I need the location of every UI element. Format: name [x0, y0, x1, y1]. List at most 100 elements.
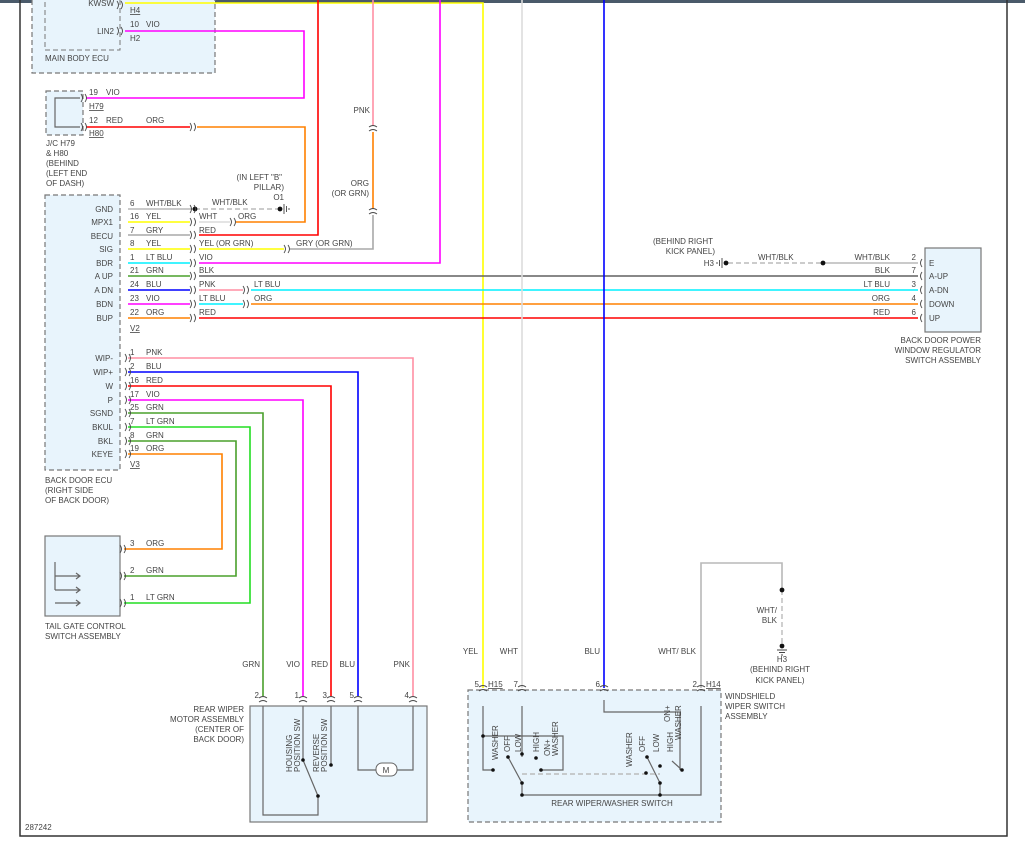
- wire-color: GRN: [242, 660, 260, 669]
- pin-number: 21: [130, 266, 139, 275]
- switch-position: WASHER: [674, 705, 683, 740]
- contact-dot: [506, 755, 510, 759]
- switch-position: HIGH: [666, 732, 675, 752]
- wire-color: PNK: [394, 660, 411, 669]
- connector-icon: [189, 299, 196, 309]
- pin-number: 7: [912, 266, 917, 275]
- connector-icon: [408, 696, 418, 703]
- connector-id: V2: [130, 324, 140, 333]
- switch-label: REVERSE: [312, 734, 321, 772]
- pin-number: 17: [130, 390, 139, 399]
- component-name: SWITCH ASSEMBLY: [45, 632, 122, 641]
- internal-line: [603, 700, 681, 770]
- component-name: BACK DOOR POWER: [901, 336, 982, 345]
- contact-dot: [520, 781, 524, 785]
- connector-icon: [920, 271, 923, 281]
- ground-location: PILLAR): [254, 183, 285, 192]
- switch-position: WASHER: [551, 721, 560, 756]
- pin-name: SGND: [90, 409, 113, 418]
- label: 12: [89, 116, 98, 125]
- connector-icon: [119, 544, 126, 554]
- contact-arrow-icon: [75, 572, 81, 580]
- connector-icon: [116, 26, 123, 36]
- wire-color: VIO: [286, 660, 300, 669]
- pin-number: 5: [475, 680, 480, 689]
- wire-color: GRN: [146, 566, 164, 575]
- switch-position: OFF: [638, 736, 647, 752]
- contact-dot: [534, 756, 538, 760]
- contact-arrow-icon: [75, 586, 81, 594]
- ground-id: O1: [273, 193, 284, 202]
- pin-number: 6: [596, 680, 601, 689]
- top-bar: [0, 0, 1025, 3]
- component-name: WIPER SWITCH: [725, 702, 785, 711]
- connector-icon: [920, 299, 923, 309]
- component-name: REAR WIPER: [193, 705, 244, 714]
- pin-name: BKL: [98, 437, 114, 446]
- connector-icon: [283, 244, 290, 254]
- pin-name: BKUL: [92, 423, 113, 432]
- connector-icon: [298, 696, 308, 703]
- pin-number: 6: [912, 308, 917, 317]
- connector-icon: [368, 208, 378, 215]
- pin-number: 19: [130, 444, 139, 453]
- connector-icon: [517, 685, 527, 692]
- pin-name: BECU: [91, 232, 113, 241]
- contact-dot: [316, 794, 320, 798]
- pin-number: 1: [130, 253, 135, 262]
- ground-location: (BEHIND RIGHT: [653, 237, 713, 246]
- ground-icon: [716, 258, 723, 268]
- wire-color: BLK: [199, 266, 215, 275]
- contact-dot: [645, 755, 649, 759]
- switch-arm: [671, 760, 683, 771]
- connector-icon: [920, 313, 923, 323]
- pin-number: 2: [912, 253, 917, 262]
- connector-id: H80: [89, 129, 104, 138]
- wire-vio: [199, 0, 441, 264]
- pin-number: 3: [130, 539, 135, 548]
- connector-icon: [599, 685, 609, 692]
- wire-color: VIO: [106, 88, 120, 97]
- wire-vio: [86, 30, 305, 99]
- connector-icon: [124, 436, 131, 446]
- connector-icon: [696, 685, 706, 692]
- pin-number: 2: [130, 362, 135, 371]
- wire-grn: [128, 412, 264, 696]
- wire-blu: [128, 371, 359, 696]
- internal-line: [482, 736, 493, 771]
- pin-name: DOWN: [929, 300, 955, 309]
- contact-dot: [520, 752, 524, 756]
- connector-id: H4: [130, 6, 141, 15]
- connector-icon: [189, 217, 196, 227]
- wire-red: [128, 385, 332, 696]
- wire-color: ORG: [872, 294, 890, 303]
- back-door-power-window-switch: [924, 247, 982, 333]
- pin-number: 5: [350, 691, 355, 700]
- wire-pnk: [128, 357, 414, 696]
- switch-position: WASHER: [491, 725, 500, 760]
- connector-icon: [119, 598, 126, 608]
- ground-id: H3: [704, 259, 715, 268]
- contact-arrow-icon: [75, 599, 81, 607]
- pin-name: WIP+: [93, 368, 113, 377]
- internal-line: [482, 706, 564, 771]
- pin-number: 16: [130, 212, 139, 221]
- connector-icon: [353, 696, 363, 703]
- wire-color: ORG: [146, 116, 164, 125]
- pin-number: 23: [130, 294, 139, 303]
- wire-color: YEL: [463, 647, 479, 656]
- wire-color: RED: [311, 660, 328, 669]
- connector-icon: [124, 395, 131, 405]
- connector-icon: [189, 258, 196, 268]
- ground-id: H3: [777, 655, 788, 664]
- internal-line: [522, 706, 702, 796]
- connector-icon: [124, 353, 131, 363]
- connector-icon: [124, 367, 131, 377]
- pin-name: BDN: [96, 300, 113, 309]
- connector-icon: [242, 299, 249, 309]
- pin-number: 3: [912, 280, 917, 289]
- wire-color: PNK: [354, 106, 371, 115]
- connector-icon: [119, 571, 126, 581]
- label: 19: [89, 88, 98, 97]
- pin-name: W: [105, 382, 113, 391]
